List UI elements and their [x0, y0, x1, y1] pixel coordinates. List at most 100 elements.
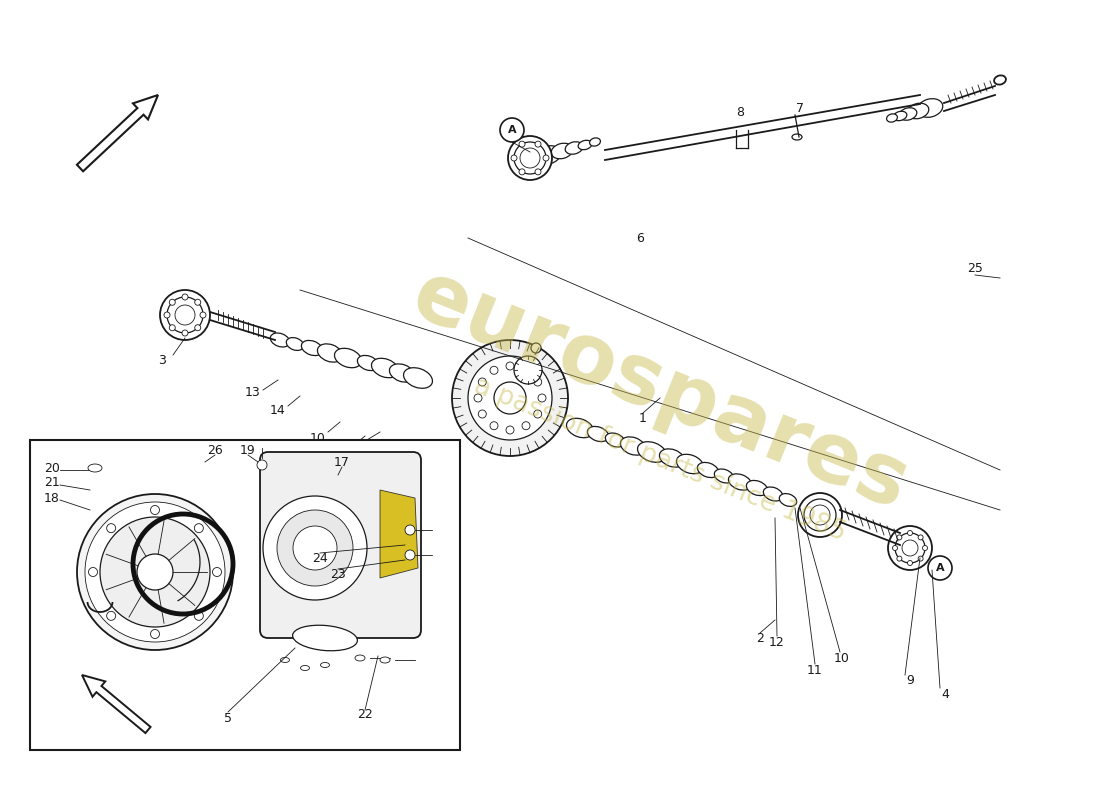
Ellipse shape: [620, 437, 646, 455]
Circle shape: [892, 546, 898, 550]
Ellipse shape: [579, 140, 592, 150]
Ellipse shape: [887, 114, 898, 122]
Ellipse shape: [293, 626, 358, 650]
Text: 19: 19: [240, 445, 256, 458]
Circle shape: [506, 426, 514, 434]
Ellipse shape: [728, 474, 751, 490]
Text: 15: 15: [344, 442, 360, 454]
Circle shape: [519, 169, 525, 175]
Circle shape: [277, 510, 353, 586]
Text: 8: 8: [736, 106, 744, 118]
Text: eurospares: eurospares: [400, 254, 920, 526]
Circle shape: [508, 136, 552, 180]
Text: 13: 13: [245, 386, 261, 399]
Text: 14: 14: [271, 403, 286, 417]
Text: 5: 5: [224, 711, 232, 725]
Ellipse shape: [792, 134, 802, 140]
Circle shape: [169, 325, 175, 330]
Circle shape: [490, 366, 498, 374]
Circle shape: [538, 394, 546, 402]
Circle shape: [478, 410, 486, 418]
Circle shape: [212, 567, 221, 577]
Text: 18: 18: [44, 491, 59, 505]
Ellipse shape: [899, 108, 916, 120]
Text: 11: 11: [334, 446, 350, 458]
Ellipse shape: [893, 111, 906, 121]
Circle shape: [902, 540, 918, 556]
Circle shape: [928, 556, 952, 580]
Circle shape: [195, 524, 204, 533]
Circle shape: [519, 141, 525, 147]
Text: 20: 20: [44, 462, 59, 474]
Circle shape: [512, 155, 517, 161]
Ellipse shape: [320, 662, 330, 667]
Ellipse shape: [334, 348, 362, 368]
Ellipse shape: [605, 433, 625, 447]
Circle shape: [195, 325, 200, 330]
Circle shape: [918, 535, 923, 540]
Text: 10: 10: [834, 651, 850, 665]
Circle shape: [888, 526, 932, 570]
Circle shape: [195, 299, 200, 306]
Circle shape: [160, 290, 210, 340]
Circle shape: [923, 546, 927, 550]
Circle shape: [195, 611, 204, 620]
Circle shape: [908, 530, 913, 535]
Circle shape: [107, 611, 116, 620]
Circle shape: [543, 155, 549, 161]
Text: 12: 12: [769, 635, 785, 649]
Circle shape: [452, 340, 568, 456]
Ellipse shape: [404, 368, 432, 388]
Circle shape: [167, 297, 204, 333]
Circle shape: [534, 410, 541, 418]
Ellipse shape: [565, 142, 583, 154]
Ellipse shape: [763, 487, 783, 501]
Polygon shape: [379, 490, 418, 578]
Circle shape: [531, 343, 541, 353]
Ellipse shape: [714, 469, 734, 483]
Ellipse shape: [271, 333, 289, 347]
Circle shape: [514, 356, 542, 384]
Circle shape: [257, 460, 267, 470]
Ellipse shape: [536, 146, 561, 164]
Ellipse shape: [566, 418, 594, 438]
Ellipse shape: [779, 494, 796, 506]
Text: 10: 10: [310, 431, 326, 445]
Text: 9: 9: [906, 674, 914, 686]
Circle shape: [520, 148, 540, 168]
Circle shape: [500, 118, 524, 142]
Circle shape: [478, 378, 486, 386]
Ellipse shape: [551, 143, 573, 158]
Text: a passion for parts since 1985: a passion for parts since 1985: [470, 374, 850, 546]
Text: 17: 17: [334, 455, 350, 469]
Circle shape: [522, 422, 530, 430]
Circle shape: [810, 505, 830, 525]
Ellipse shape: [917, 98, 943, 118]
Ellipse shape: [318, 344, 342, 362]
Circle shape: [151, 630, 160, 638]
Circle shape: [535, 169, 541, 175]
Circle shape: [100, 517, 210, 627]
Circle shape: [896, 535, 902, 540]
Text: A: A: [936, 563, 944, 573]
Text: 6: 6: [636, 231, 644, 245]
Circle shape: [138, 554, 173, 590]
Ellipse shape: [286, 338, 304, 350]
Circle shape: [405, 550, 415, 560]
Circle shape: [169, 299, 175, 306]
FancyBboxPatch shape: [260, 452, 421, 638]
Text: 3: 3: [158, 354, 166, 366]
Circle shape: [506, 362, 514, 370]
Ellipse shape: [300, 666, 309, 670]
Text: 22: 22: [358, 709, 373, 722]
Circle shape: [85, 502, 226, 642]
Ellipse shape: [587, 426, 608, 442]
Circle shape: [522, 366, 530, 374]
Circle shape: [895, 533, 925, 563]
Circle shape: [88, 567, 98, 577]
Circle shape: [490, 422, 498, 430]
FancyBboxPatch shape: [30, 440, 460, 750]
Ellipse shape: [908, 103, 928, 118]
Ellipse shape: [355, 655, 365, 661]
Polygon shape: [82, 675, 151, 733]
